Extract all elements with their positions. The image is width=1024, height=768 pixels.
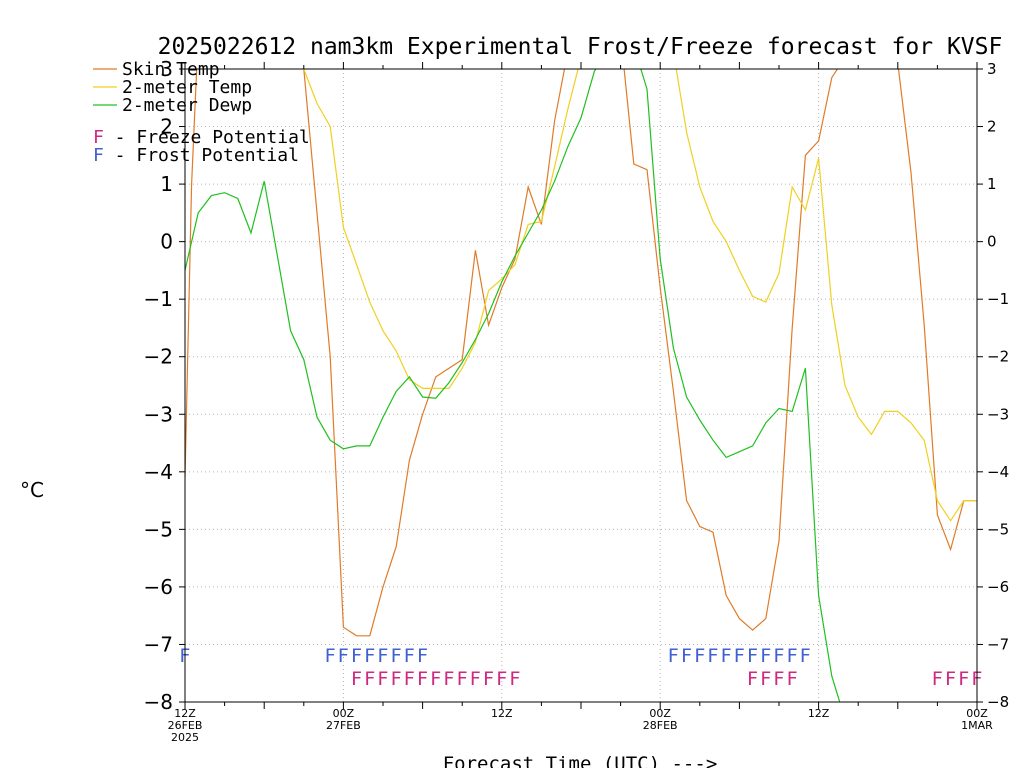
y-tick-label-left: −8 [144,690,173,714]
potential-marker: F [747,645,758,667]
potential-marker: F [364,645,375,667]
x-tick-label: 00Z [966,707,988,720]
y-tick-label-right: −5 [987,520,1009,538]
potential-marker: F [496,668,507,690]
potential-marker: F [747,668,758,690]
y-tick-label-left: 0 [160,230,173,254]
potential-markers: F F F F F F F F F F F F F F F F F F F FF F F F F F F F F F F F F F F F F F F F… [180,645,983,690]
potential-marker: F [457,668,468,690]
x-tick-label: 12Z [808,707,830,720]
potential-marker: F [364,668,375,690]
potential-marker: F [708,645,719,667]
x-tick-label: 2025 [171,731,199,744]
x-tick-label: 26FEB [168,719,203,732]
potential-marker: F [470,668,481,690]
potential-marker: F [325,645,336,667]
potential-marker: F [404,668,415,690]
potential-marker: F [351,668,362,690]
series-line-skin-temp [185,69,977,637]
x-axis-label: Forecast Time (UTC) ---> [443,753,718,768]
potential-marker: F [483,668,494,690]
potential-marker: F [430,668,441,690]
potential-marker: F [391,645,402,667]
potential-marker: F [787,645,798,667]
y-tick-label-right: 0 [987,233,997,251]
series-layer [185,69,977,702]
y-tick-label-left: −4 [144,460,173,484]
legend-entry: Skin Temp [122,59,220,80]
y-tick-label-right: −4 [987,463,1009,481]
potential-marker: F [721,645,732,667]
y-tick-label-right: 2 [987,118,997,136]
y-tick-label-right: 3 [987,60,997,78]
y-axis-ticks: −8 −8 −7 −7 −6 −6 −5 −5 −4 −4 −3 −3 −2 −2 −1 −1 0 0 1 1 2 2 3 3 [144,57,1010,714]
y-tick-label-right: −1 [987,290,1009,308]
y-tick-label-left: 2 [160,115,173,139]
y-tick-label-left: −1 [144,287,173,311]
potential-marker: F [787,668,798,690]
potential-marker: F [351,645,362,667]
potential-marker: F [800,645,811,667]
potential-marker: F [774,668,785,690]
potential-marker: F [945,668,956,690]
potential-marker: F [378,668,389,690]
y-axis-label: °C [20,478,44,502]
chart-title: 2025022612 nam3km Experimental Frost/Fre… [158,34,1003,60]
y-tick-label-right: −2 [987,348,1009,366]
x-tick-label: 27FEB [326,719,361,732]
y-tick-label-left: −6 [144,575,173,599]
legend-potential-entry: F - Frost Potential [93,145,299,166]
y-tick-label-left: 1 [160,172,173,196]
potential-marker: F [958,668,969,690]
x-tick-label: 00Z [333,707,355,720]
potential-marker: F [760,645,771,667]
y-tick-label-right: −3 [987,405,1009,423]
x-tick-label: 28FEB [643,719,678,732]
potential-marker: F [668,645,679,667]
potential-marker: F [404,645,415,667]
potential-marker: F [774,645,785,667]
y-tick-label-left: −5 [144,517,173,541]
potential-marker: F [417,645,428,667]
y-tick-label-right: −8 [987,693,1009,711]
y-tick-label-left: −3 [144,402,173,426]
potential-marker: F [694,645,705,667]
potential-marker: F [417,668,428,690]
potential-marker: F [932,668,943,690]
legend-entry: 2-meter Dewp [122,95,252,116]
series-line-2-meter-temp [303,69,977,522]
y-tick-label-right: 1 [987,175,997,193]
potential-marker: F [391,668,402,690]
potential-marker: F [760,668,771,690]
x-tick-label: 1MAR [961,719,993,732]
potential-marker: F [338,645,349,667]
series-line-2-meter-dewp [185,69,841,702]
x-tick-label: 12Z [491,707,513,720]
grid-lines [185,69,977,702]
potential-marker: F [378,645,389,667]
potential-marker: F [510,668,521,690]
y-tick-label-right: −6 [987,578,1009,596]
potential-marker: F [734,645,745,667]
y-tick-label-left: 3 [160,57,173,81]
potential-marker: F [681,645,692,667]
legend-entry: 2-meter Temp [122,77,252,98]
y-tick-label-left: −2 [144,345,173,369]
y-tick-label-right: −7 [987,635,1009,653]
potential-marker: F [444,668,455,690]
y-tick-label-left: −7 [144,632,173,656]
x-tick-label: 00Z [649,707,671,720]
x-tick-label: 12Z [174,707,196,720]
legend-potential-entry: F - Freeze Potential [93,127,310,148]
plot-frame [184,68,978,703]
